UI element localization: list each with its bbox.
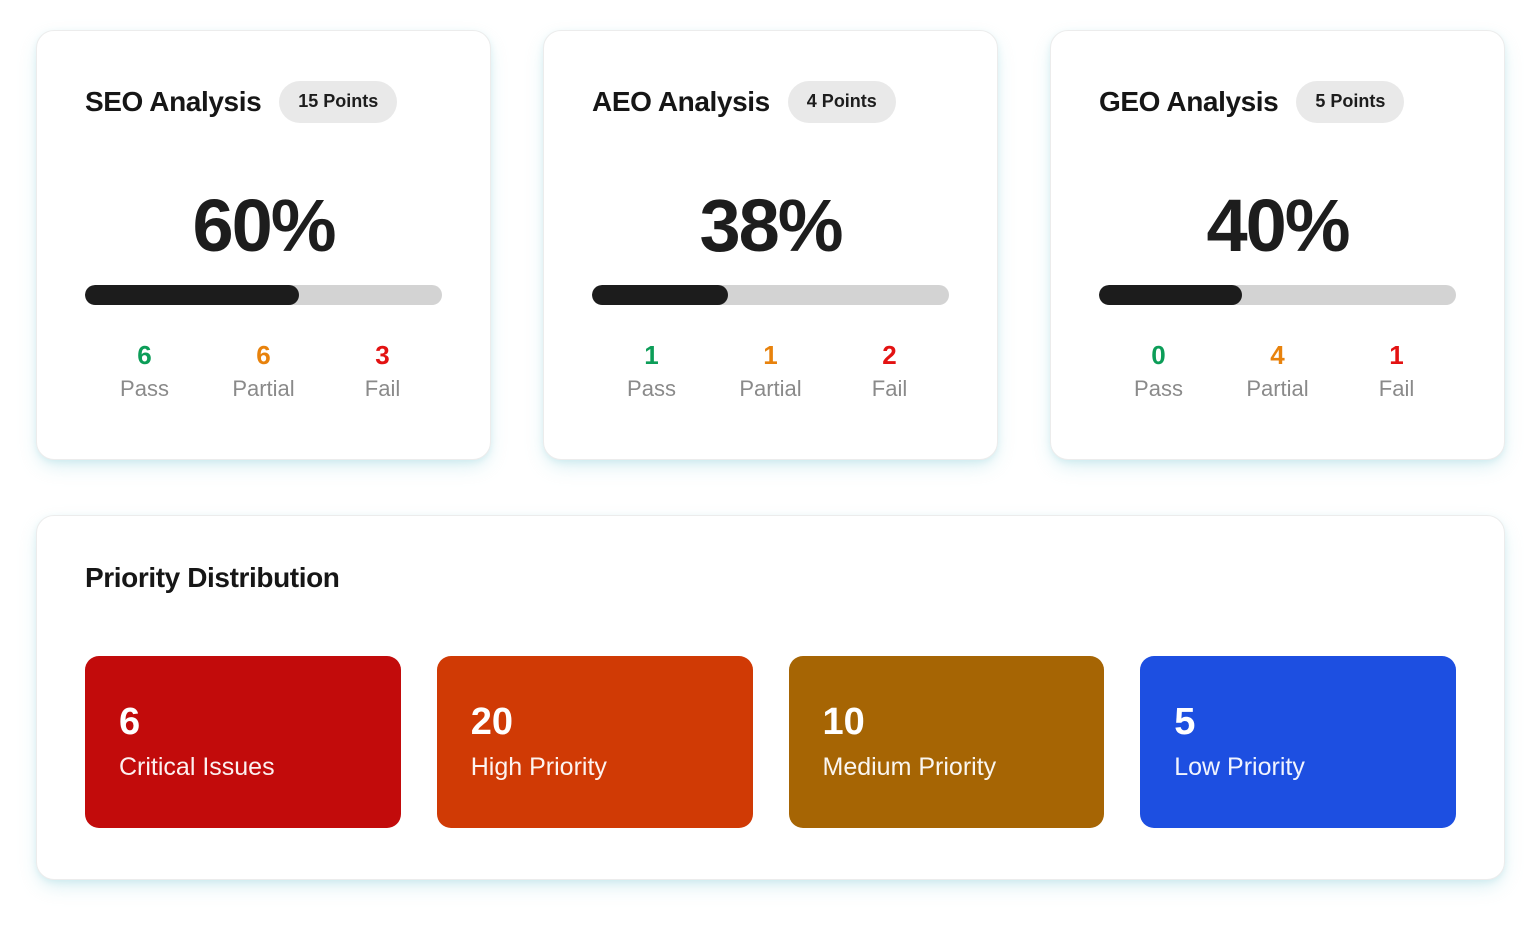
tile-high-priority-label: High Priority	[470, 752, 607, 781]
stat-fail-value: 2	[882, 339, 897, 370]
score-percent: 40%	[1206, 183, 1350, 267]
stat-fail-value: 3	[375, 339, 390, 370]
stat-fail: 1 Fail	[1337, 339, 1456, 403]
stat-pass-label: Pass	[627, 376, 676, 402]
points-badge: 15 Points	[279, 81, 398, 123]
stat-pass-label: Pass	[120, 376, 169, 402]
stat-pass: 1 Pass	[592, 339, 711, 403]
tile-low-priority-count: 5	[1174, 701, 1196, 744]
tile-medium-priority-label: Medium Priority	[822, 752, 997, 781]
progress-bar	[1099, 284, 1456, 305]
geo-analysis-card: GEO Analysis 5 Points 40% 0 Pass 4 Parti…	[1050, 30, 1505, 460]
stat-fail: 3 Fail	[323, 339, 442, 403]
card-title: SEO Analysis	[85, 85, 262, 117]
stat-partial-value: 6	[256, 339, 271, 370]
dashboard-page: SEO Analysis 15 Points 60% 6 Pass 6 Part…	[0, 30, 1528, 934]
points-badge: 4 Points	[787, 81, 896, 123]
stat-partial-label: Partial	[1246, 376, 1309, 402]
stats-row: 6 Pass 6 Partial 3 Fail	[85, 339, 442, 403]
stats-row: 1 Pass 1 Partial 2 Fail	[592, 339, 949, 403]
stat-partial-value: 4	[1270, 339, 1285, 370]
card-header: SEO Analysis 15 Points	[85, 81, 442, 123]
tile-critical-issues-label: Critical Issues	[119, 752, 275, 781]
tile-medium-priority[interactable]: 10 Medium Priority	[788, 656, 1105, 828]
stat-pass: 0 Pass	[1099, 339, 1218, 403]
stat-pass-value: 0	[1151, 339, 1166, 370]
progress-bar-fill	[592, 284, 728, 305]
stat-pass-value: 1	[644, 339, 659, 370]
stat-fail-label: Fail	[871, 376, 908, 402]
stats-row: 0 Pass 4 Partial 1 Fail	[1099, 339, 1456, 403]
aeo-analysis-card: AEO Analysis 4 Points 38% 1 Pass 1 Parti…	[543, 30, 998, 460]
tile-critical-issues-count: 6	[119, 701, 141, 744]
priority-tiles-row: 6 Critical Issues 20 High Priority 10 Me…	[85, 656, 1456, 828]
priority-distribution-title: Priority Distribution	[85, 562, 340, 593]
progress-bar-fill	[1099, 284, 1242, 305]
card-header: GEO Analysis 5 Points	[1099, 81, 1456, 123]
stat-fail-label: Fail	[364, 376, 401, 402]
stat-pass-label: Pass	[1134, 376, 1183, 402]
score-percent: 60%	[192, 183, 336, 267]
stat-partial-value: 1	[763, 339, 778, 370]
tile-critical-issues[interactable]: 6 Critical Issues	[85, 656, 401, 828]
score-percent: 38%	[699, 183, 843, 267]
tile-low-priority[interactable]: 5 Low Priority	[1140, 656, 1456, 828]
progress-bar-fill	[85, 284, 300, 305]
stat-partial-label: Partial	[739, 376, 802, 402]
progress-bar	[85, 284, 442, 305]
tile-medium-priority-count: 10	[822, 701, 865, 744]
tile-low-priority-label: Low Priority	[1174, 752, 1305, 781]
points-badge: 5 Points	[1296, 81, 1405, 123]
tile-high-priority[interactable]: 20 High Priority	[436, 656, 753, 828]
stat-partial-label: Partial	[232, 376, 295, 402]
stat-partial: 1 Partial	[711, 339, 830, 403]
stat-pass-value: 6	[137, 339, 152, 370]
analysis-cards-row: SEO Analysis 15 Points 60% 6 Pass 6 Part…	[36, 30, 1505, 460]
card-header: AEO Analysis 4 Points	[592, 81, 949, 123]
card-title: GEO Analysis	[1099, 85, 1279, 117]
stat-pass: 6 Pass	[85, 339, 204, 403]
stat-fail-value: 1	[1389, 339, 1404, 370]
stat-fail: 2 Fail	[830, 339, 949, 403]
card-title: AEO Analysis	[592, 85, 770, 117]
progress-bar	[592, 284, 949, 305]
stat-partial: 4 Partial	[1218, 339, 1337, 403]
priority-distribution-card: Priority Distribution 6 Critical Issues …	[36, 515, 1505, 880]
seo-analysis-card: SEO Analysis 15 Points 60% 6 Pass 6 Part…	[36, 30, 491, 460]
tile-high-priority-count: 20	[470, 701, 514, 744]
stat-fail-label: Fail	[1378, 376, 1415, 402]
stat-partial: 6 Partial	[204, 339, 323, 403]
